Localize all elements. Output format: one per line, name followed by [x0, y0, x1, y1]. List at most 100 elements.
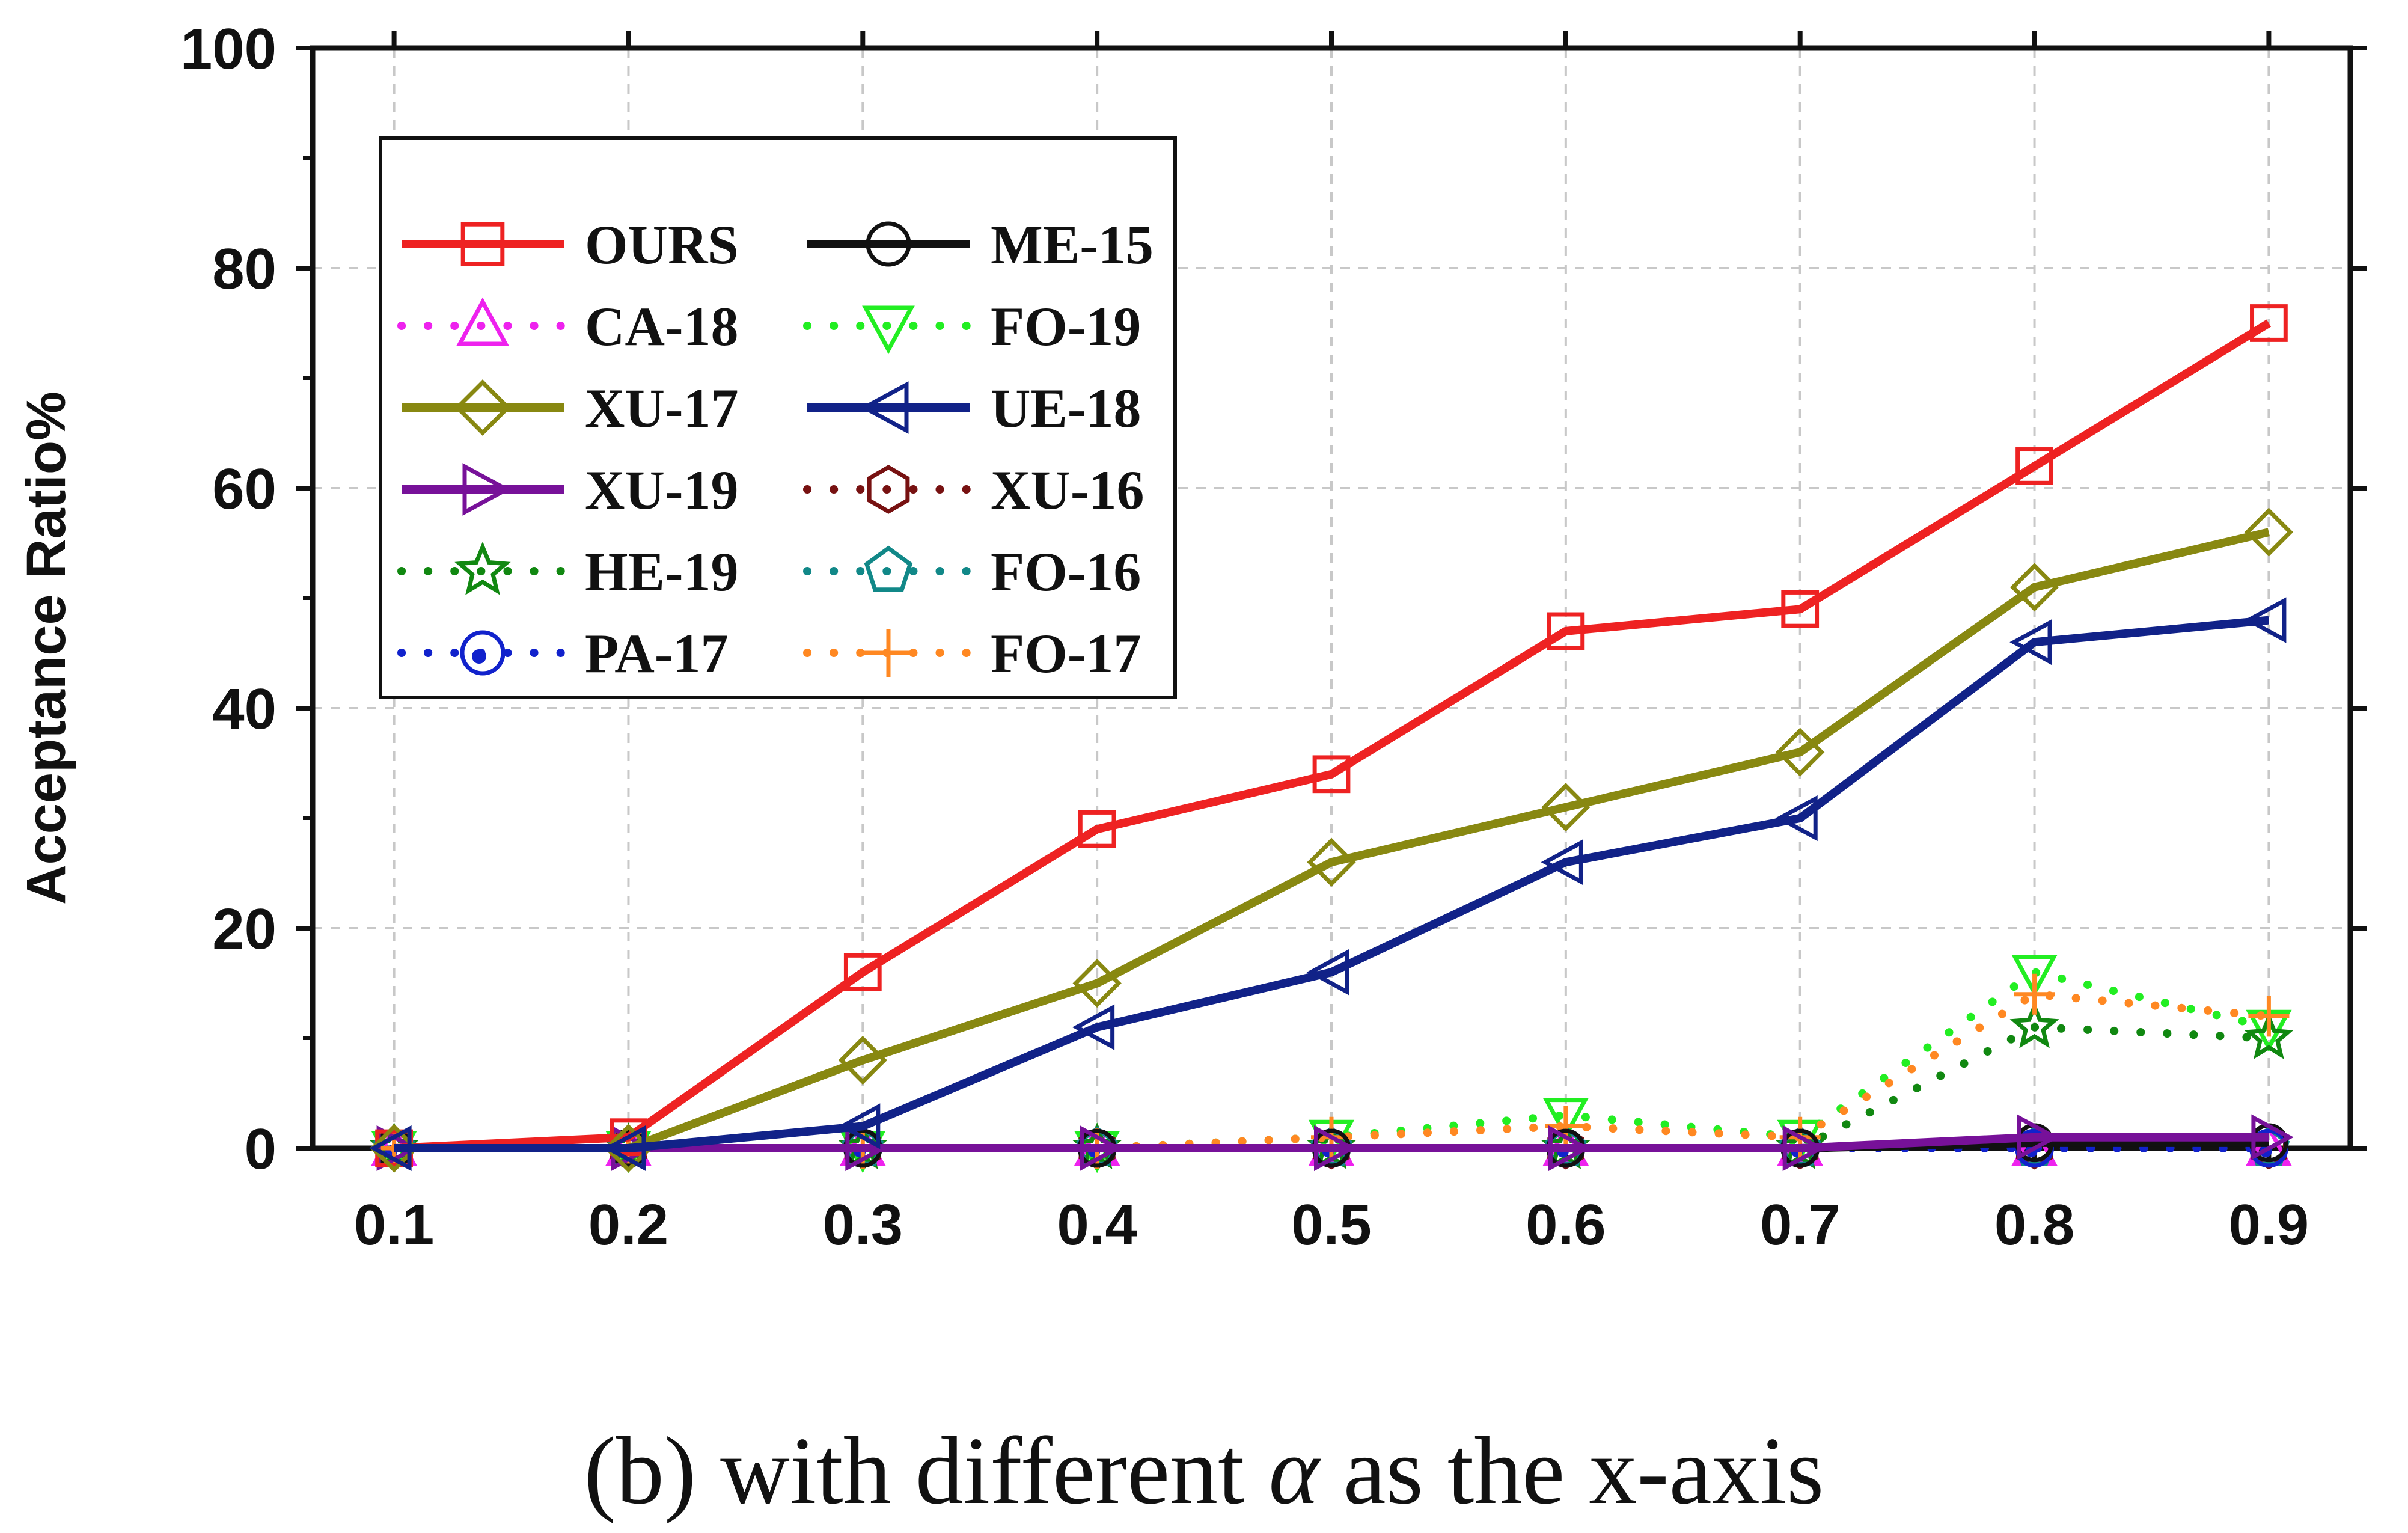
legend-label: XU-17 [585, 378, 739, 439]
legend-label: PA-17 [585, 623, 728, 684]
series-ue-18 [369, 597, 2287, 1172]
legend-item-me-15: ME-15 [807, 214, 1154, 275]
legend-box [379, 136, 1177, 699]
legend-item-fo-16: FO-16 [803, 541, 1141, 602]
marker-triangle-left [1541, 839, 1583, 886]
figure-caption: (b) with different α as the x-axis [584, 1417, 1824, 1524]
series-line [394, 1133, 2269, 1152]
series-line [394, 528, 2270, 1152]
y-tick-label: 100 [180, 17, 277, 81]
marker-triangle-left [604, 1125, 646, 1172]
marker-square [2250, 304, 2288, 342]
marker-star [2009, 1001, 2059, 1048]
y-axis-title: Acceptance Ratio% [16, 391, 77, 905]
marker-triangle-left [1306, 949, 1349, 996]
legend-item-ca-18: CA-18 [397, 296, 739, 357]
marker-triangle-left [369, 1125, 412, 1172]
legend-item-xu-17: XU-17 [402, 378, 739, 439]
marker-triangle-right [1548, 1125, 1591, 1172]
marker-hexagon [867, 465, 910, 514]
y-tick-label: 0 [245, 1117, 277, 1181]
series-line [394, 319, 2272, 1152]
marker-triangle-down [862, 305, 915, 355]
marker-square [1547, 612, 1585, 650]
marker-diamond [1307, 837, 1356, 887]
legend-label: ME-15 [991, 214, 1154, 275]
marker-diamond [1541, 783, 1591, 832]
legend-label: OURS [585, 214, 739, 275]
marker-circle-dot [460, 630, 506, 676]
marker-triangle-right [1314, 1125, 1357, 1172]
marker-triangle-right [462, 463, 512, 516]
marker-triangle-right [2017, 1114, 2059, 1160]
series-line [390, 990, 2273, 1152]
y-tick-label: 20 [212, 897, 277, 961]
caption-prefix: (b) with different [584, 1417, 1269, 1524]
series-line [394, 616, 2270, 1152]
marker-pentagon [864, 545, 913, 592]
legend-label: UE-18 [991, 378, 1141, 439]
marker-triangle-right [1782, 1125, 1826, 1172]
x-tick-label: 0.4 [1057, 1193, 1137, 1257]
y-tick-label: 60 [212, 457, 277, 521]
x-tick-label: 0.3 [823, 1193, 903, 1257]
marker-star [2244, 1012, 2294, 1059]
marker-diamond [2009, 563, 2059, 612]
legend-item-fo-17: FO-17 [803, 623, 1141, 684]
marker-plus [1545, 1106, 1586, 1147]
marker-plus [2014, 973, 2055, 1015]
legend-item-ours: OURS [402, 214, 739, 275]
legend: OURS ME-15 CA-18 FO-19 XU-17 UE-18 XU-19 XU-16 H… [379, 136, 1177, 699]
marker-circle [866, 221, 911, 267]
series-layer [369, 304, 2294, 1173]
marker-plus [864, 629, 912, 677]
marker-diamond [1072, 958, 1122, 1008]
marker-square [2015, 447, 2053, 485]
marker-triangle-right [1080, 1125, 1122, 1172]
marker-triangle-left [860, 381, 909, 434]
x-tick-label: 0.9 [2229, 1193, 2309, 1257]
caption-alpha-symbol: α [1269, 1417, 1321, 1524]
legend-item-ue-18: UE-18 [807, 378, 1141, 439]
caption-suffix: as the x-axis [1319, 1417, 1824, 1524]
marker-diamond [2244, 507, 2294, 557]
legend-label: HE-19 [585, 541, 739, 602]
x-tick-label: 0.7 [1760, 1193, 1840, 1257]
legend-item-he-19: HE-19 [397, 541, 739, 602]
legend-item-xu-19: XU-19 [402, 459, 739, 521]
marker-square [843, 953, 882, 991]
marker-triangle-down [2011, 955, 2058, 997]
marker-diamond [454, 379, 511, 436]
marker-triangle-up [456, 297, 509, 346]
legend-item-fo-19: FO-19 [803, 296, 1141, 357]
marker-square [1781, 590, 1820, 628]
x-tick-label: 0.6 [1526, 1193, 1606, 1257]
series-ours [375, 304, 2288, 1167]
legend-item-xu-16: XU-16 [803, 459, 1144, 521]
marker-diamond [838, 1035, 887, 1085]
marker-triangle-left [1072, 1004, 1115, 1050]
legend-label: XU-19 [585, 459, 739, 521]
marker-star [454, 541, 511, 595]
marker-plus [2248, 996, 2290, 1037]
marker-triangle-left [2009, 619, 2052, 666]
y-tick-label: 40 [212, 677, 277, 741]
marker-triangle-right [2251, 1114, 2294, 1160]
marker-square [1312, 755, 1351, 794]
legend-label: FO-16 [991, 541, 1141, 602]
marker-square [1078, 810, 1116, 848]
legend-label: FO-17 [991, 623, 1141, 684]
legend-item-pa-17: PA-17 [397, 623, 728, 684]
marker-triangle-left [1775, 795, 1818, 842]
marker-triangle-down [1542, 1098, 1589, 1140]
marker-triangle-left [2244, 597, 2287, 643]
x-tick-label: 0.2 [588, 1193, 668, 1257]
marker-dot [472, 649, 486, 664]
legend-label: XU-16 [991, 459, 1144, 521]
marker-diamond [1776, 727, 1825, 777]
legend-label: FO-19 [991, 296, 1141, 357]
marker-square [460, 222, 505, 266]
y-tick-label: 80 [212, 237, 277, 301]
